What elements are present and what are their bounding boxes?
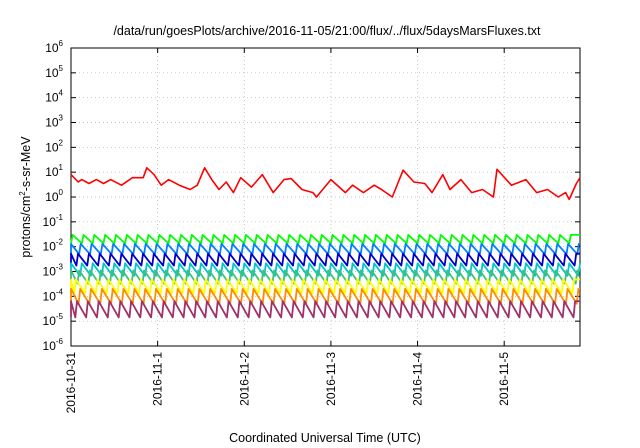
y-tick-label: 10-6: [43, 337, 64, 353]
y-tick-base: 10: [43, 265, 57, 279]
y-tick-label: 102: [45, 138, 63, 154]
series-line-3: [70, 243, 580, 256]
y-tick-base: 10: [43, 289, 57, 303]
y-tick-base: 10: [43, 215, 57, 229]
y-tick-labels: 10-610-510-410-310-210-11001011021031041…: [43, 39, 64, 353]
y-axis-label-sup: 2: [18, 191, 27, 196]
x-tick-label: 2016-11-2: [237, 352, 251, 406]
y-tick-label: 106: [45, 39, 63, 55]
series-line-4: [70, 252, 580, 267]
y-axis-label: protons/cm2-s-sr-MeV: [18, 136, 33, 258]
y-tick-base: 10: [43, 240, 57, 254]
y-tick-exp: -1: [56, 213, 64, 222]
y-tick-label: 103: [45, 114, 63, 130]
y-tick-exp: 6: [59, 39, 64, 48]
y-tick-base: 10: [43, 339, 57, 353]
series-line-7: [70, 278, 580, 295]
y-tick-label: 10-4: [43, 287, 64, 303]
y-tick-exp: 5: [59, 64, 64, 73]
y-tick-exp: 3: [59, 114, 64, 123]
y-tick-exp: -3: [56, 263, 64, 272]
x-tick-label: 2016-11-4: [411, 352, 425, 406]
y-tick-label: 101: [45, 163, 63, 179]
y-tick-base: 10: [45, 165, 59, 179]
series-line-1: [70, 167, 581, 201]
y-tick-label: 104: [45, 89, 63, 105]
y-tick-base: 10: [43, 314, 57, 328]
y-tick-label: 100: [45, 188, 63, 204]
y-tick-base: 10: [45, 190, 59, 204]
y-tick-exp: 4: [59, 89, 64, 98]
y-tick-exp: -6: [56, 337, 64, 346]
y-tick-label: 10-2: [43, 238, 64, 254]
series-line-2: [70, 234, 580, 245]
series-line-9: [70, 300, 580, 319]
x-tick-label: 2016-11-1: [151, 352, 165, 406]
y-tick-base: 10: [45, 91, 59, 105]
series-group: [70, 167, 581, 319]
y-tick-exp: 0: [59, 188, 64, 197]
y-axis-label-pre: protons/cm: [19, 196, 33, 258]
y-tick-label: 10-1: [43, 213, 64, 229]
y-tick-base: 10: [45, 41, 59, 55]
y-tick-base: 10: [45, 116, 59, 130]
y-tick-base: 10: [45, 66, 59, 80]
x-tick-labels: 2016-10-31 2016-11-1 2016-11-2 2016-11-3 201…: [64, 352, 511, 414]
y-tick-label: 10-5: [43, 312, 64, 328]
y-tick-exp: 1: [59, 163, 64, 172]
y-tick-exp: 2: [59, 138, 64, 147]
x-tick-label: 2016-11-5: [497, 352, 511, 406]
x-tick-label: 2016-11-3: [324, 352, 338, 406]
y-tick-label: 105: [45, 64, 63, 80]
chart-title: /data/run/goesPlots/archive/2016-11-05/2…: [113, 24, 541, 38]
y-axis-label-post: -s-sr-MeV: [19, 136, 33, 192]
y-tick-exp: -2: [56, 238, 64, 247]
y-tick-exp: -4: [56, 287, 64, 296]
y-tick-label: 10-3: [43, 263, 64, 279]
x-tick-label: 2016-10-31: [64, 352, 78, 414]
y-tick-exp: -5: [56, 312, 64, 321]
y-tick-base: 10: [45, 140, 59, 154]
x-axis-label: Coordinated Universal Time (UTC): [229, 431, 421, 445]
